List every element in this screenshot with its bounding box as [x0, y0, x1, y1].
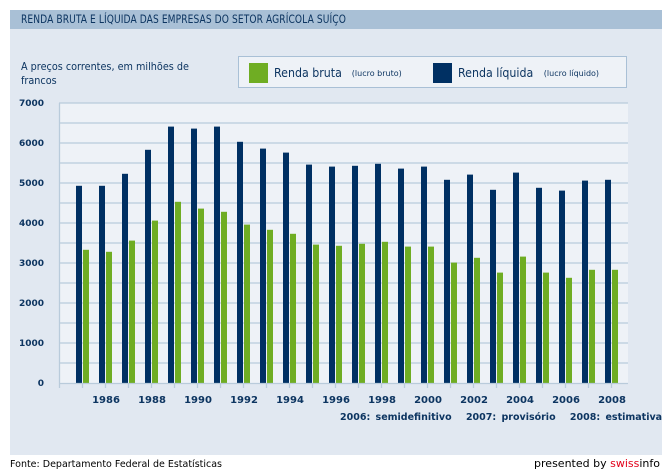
x-tick-label: 2008	[598, 395, 626, 406]
bar-renda-bruta-1996	[336, 245, 342, 383]
legend-label: Renda bruta	[274, 66, 342, 80]
chart-title: RENDA BRUTA E LÍQUIDA DAS EMPRESAS DO SE…	[21, 12, 346, 26]
bars	[76, 126, 618, 383]
bar-renda-liquida-1989	[168, 126, 174, 383]
bar-renda-liquida-1992	[237, 141, 243, 383]
legend-swatch-renda-liquida	[433, 63, 452, 83]
y-axis-ticks: 0 1000 2000 3000 4000 5000 6000 7000	[19, 99, 44, 389]
legend-sublabel: (lucro líquido)	[543, 68, 600, 78]
bar-renda-liquida-2006	[559, 190, 565, 383]
bar-renda-liquida-1987	[122, 173, 128, 383]
bar-renda-liquida-1994	[283, 152, 289, 383]
x-tick-label: 2006	[552, 395, 580, 406]
branding-prefix: presented by	[534, 457, 611, 470]
x-axis: 1986 1988 1990 1992 1994 1996 1998 2000 2002 2004…	[58, 103, 628, 406]
bar-renda-bruta-2007	[589, 269, 595, 383]
x-tick-label: 1994	[276, 395, 304, 406]
bar-renda-bruta-2004	[520, 256, 526, 383]
bar-renda-bruta-2001	[451, 262, 457, 383]
bar-renda-bruta-2008	[612, 269, 618, 383]
y-tick-label: 7000	[19, 99, 44, 109]
x-tick-label: 2004	[506, 395, 534, 406]
legend-swatch-renda-bruta	[249, 63, 268, 83]
y-tick-label: 3000	[19, 259, 44, 269]
bar-renda-liquida-2008	[605, 179, 611, 383]
bar-renda-bruta-2000	[428, 246, 434, 383]
x-tick-label: 2000	[414, 395, 442, 406]
bar-renda-bruta-1993	[267, 229, 273, 383]
y-tick-label: 4000	[19, 219, 44, 229]
x-tick-label: 1998	[368, 395, 396, 406]
legend-label: Renda líquida	[458, 66, 534, 80]
y-tick-label: 2000	[19, 299, 44, 309]
y-tick-label: 0	[38, 379, 44, 389]
bar-renda-bruta-1999	[405, 246, 411, 383]
bar-renda-bruta-1986	[106, 251, 112, 383]
legend: Renda bruta (lucro bruto) Renda líquida …	[238, 56, 627, 88]
bar-renda-liquida-1990	[191, 128, 197, 383]
title-bar	[10, 10, 662, 29]
x-tick-label: 1986	[92, 395, 120, 406]
bar-renda-liquida-1998	[375, 163, 381, 383]
x-tick-label: 1988	[138, 395, 166, 406]
bar-renda-bruta-1991	[221, 211, 227, 383]
bar-renda-bruta-1998	[382, 241, 388, 383]
bar-renda-liquida-2004	[513, 172, 519, 383]
bar-renda-liquida-1986	[99, 185, 105, 383]
bar-renda-bruta-1988	[152, 220, 158, 383]
bar-renda-bruta-2003	[497, 272, 503, 383]
bar-renda-bruta-1995	[313, 244, 319, 383]
branding-swiss: swiss	[610, 457, 640, 470]
bar-renda-liquida-2005	[536, 187, 542, 383]
bar-renda-liquida-2003	[490, 189, 496, 383]
y-tick-label: 5000	[19, 179, 44, 189]
bar-renda-bruta-1987	[129, 240, 135, 383]
bar-renda-bruta-2006	[566, 277, 572, 383]
bar-renda-liquida-1991	[214, 126, 220, 383]
branding-info: info	[639, 457, 660, 470]
bar-renda-liquida-1993	[260, 148, 266, 383]
y-axis-unit-label: A preços correntes, em milhões de franco…	[21, 61, 189, 87]
legend-item-renda-liquida: Renda líquida (lucro líquido)	[433, 63, 599, 83]
footnote-2008: 2008: estimativa	[569, 412, 663, 423]
bar-renda-bruta-1989	[175, 201, 181, 383]
footnotes: 2006: semidefinitivo 2007: provisório 20…	[340, 412, 670, 423]
bar-renda-liquida-1995	[306, 164, 312, 383]
source-note: Fonte: Departamento Federal de Estatísti…	[10, 459, 223, 470]
bar-renda-bruta-1992	[244, 224, 250, 383]
bar-renda-liquida-2002	[467, 174, 473, 383]
bar-renda-bruta-1997	[359, 243, 365, 383]
legend-sublabel: (lucro bruto)	[351, 68, 402, 78]
x-tick-label: 2002	[460, 395, 488, 406]
bar-renda-liquida-2007	[582, 180, 588, 383]
bar-renda-bruta-2005	[543, 272, 549, 383]
bar-renda-liquida-1996	[329, 166, 335, 383]
x-tick-label: 1992	[230, 395, 258, 406]
bar-renda-liquida-2001	[444, 179, 450, 383]
y-tick-label: 1000	[19, 339, 44, 349]
bar-renda-liquida-1997	[352, 165, 358, 383]
bar-renda-liquida-2000	[421, 166, 427, 383]
bar-renda-bruta-1985	[83, 249, 89, 383]
bar-renda-liquida-1985	[76, 185, 82, 383]
footnote-2006: 2006: semidefinitivo	[340, 412, 452, 423]
legend-item-renda-bruta: Renda bruta (lucro bruto)	[249, 63, 402, 83]
y-tick-label: 6000	[19, 139, 44, 149]
bar-renda-liquida-1999	[398, 168, 404, 383]
branding[interactable]: presented by swissinfo	[534, 457, 660, 470]
bar-renda-bruta-1994	[290, 233, 296, 383]
bar-renda-bruta-1990	[198, 208, 204, 383]
bar-renda-liquida-1988	[145, 149, 151, 383]
bar-renda-bruta-2002	[474, 257, 480, 383]
x-tick-label: 1996	[322, 395, 350, 406]
footnote-2007: 2007: provisório	[465, 412, 556, 423]
x-tick-label: 1990	[184, 395, 212, 406]
